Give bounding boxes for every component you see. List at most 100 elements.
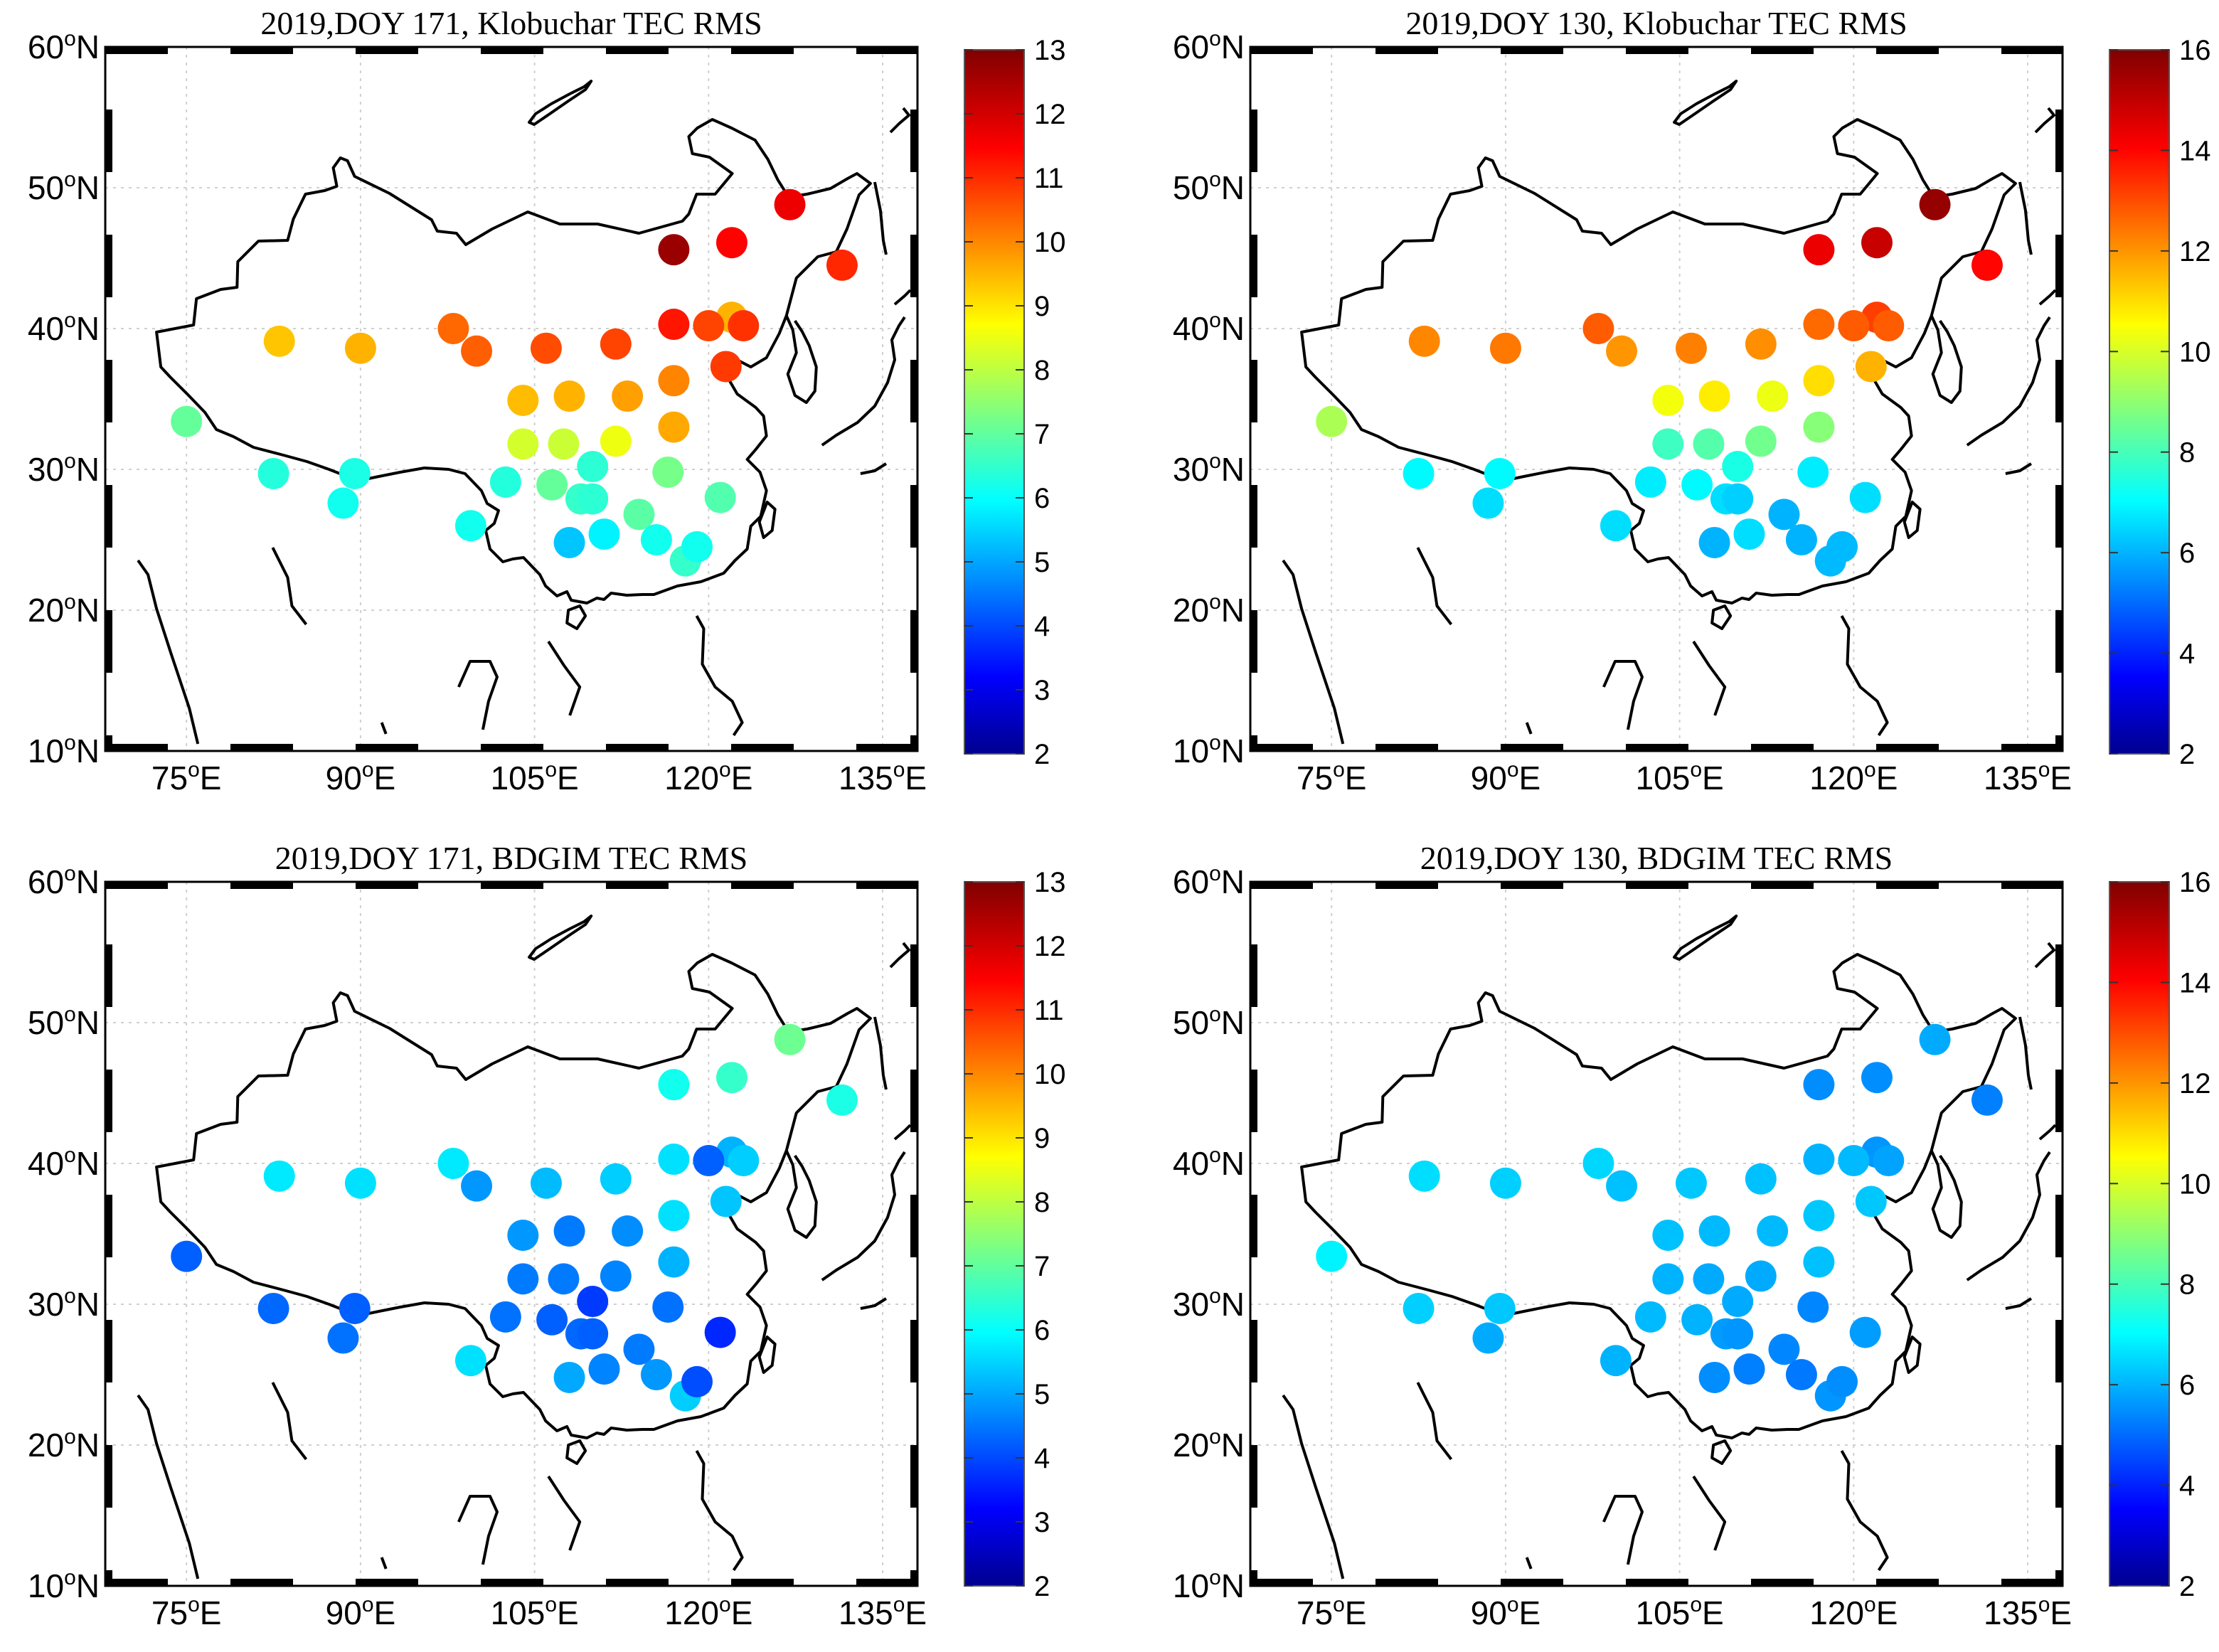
frame-segment bbox=[2055, 1445, 2063, 1508]
station-dot bbox=[658, 1200, 689, 1231]
frame-segment bbox=[1501, 882, 1563, 889]
colorbar-tick-label: 2 bbox=[2179, 1571, 2195, 1602]
station-dot bbox=[1600, 1345, 1632, 1376]
frame-segment bbox=[2055, 1070, 2063, 1132]
station-dot bbox=[455, 510, 486, 541]
station-dot bbox=[1873, 310, 1904, 341]
colorbar-tick-label: 7 bbox=[1034, 419, 1050, 450]
station-dot bbox=[461, 1171, 492, 1202]
station-dot bbox=[554, 1362, 585, 1393]
station-dot bbox=[437, 1148, 469, 1179]
station-dot bbox=[693, 310, 724, 341]
station-dot bbox=[1971, 250, 2003, 281]
station-dot bbox=[554, 527, 585, 558]
station-dot bbox=[1768, 499, 1799, 530]
colorbar-tick-label: 9 bbox=[1034, 1123, 1050, 1154]
frame-segment bbox=[1250, 1445, 1257, 1508]
colorbar-tick-label: 5 bbox=[1034, 1379, 1050, 1410]
station-dot bbox=[711, 351, 742, 382]
frame-segment bbox=[2055, 944, 2063, 1007]
frame-segment bbox=[2055, 360, 2063, 422]
station-dot bbox=[577, 1286, 608, 1317]
frame-segment bbox=[1626, 882, 1688, 889]
frame-segment bbox=[105, 735, 112, 751]
station-dot bbox=[1920, 1024, 1951, 1055]
frame-segment bbox=[1250, 485, 1257, 548]
station-dot bbox=[1652, 1263, 1683, 1294]
colorbar-tick-label: 4 bbox=[1034, 611, 1050, 642]
y-tick-label: 60oN bbox=[1173, 27, 1245, 65]
frame-segment bbox=[105, 1579, 168, 1586]
station-dot bbox=[681, 1366, 713, 1397]
x-tick-label: 120oE bbox=[664, 758, 752, 796]
station-dot bbox=[658, 365, 689, 396]
frame-segment bbox=[2001, 882, 2063, 889]
station-dot bbox=[577, 451, 608, 482]
colorbar-tick-label: 8 bbox=[1034, 1187, 1050, 1218]
y-tick-label: 50oN bbox=[28, 1003, 100, 1041]
y-tick-label: 60oN bbox=[1173, 862, 1245, 900]
station-dot bbox=[658, 309, 689, 340]
station-dot bbox=[1484, 458, 1516, 489]
station-dot bbox=[554, 380, 585, 412]
station-dot bbox=[1838, 310, 1869, 341]
frame-segment bbox=[1375, 1579, 1438, 1586]
frame-segment bbox=[1626, 1579, 1688, 1586]
frame-segment bbox=[1250, 47, 1313, 54]
station-dot bbox=[327, 488, 358, 519]
frame-segment bbox=[1751, 882, 1814, 889]
frame-segment bbox=[856, 882, 917, 889]
station-dot bbox=[171, 406, 202, 437]
colorbar-tick-label: 14 bbox=[2179, 135, 2211, 166]
frame-segment bbox=[105, 744, 168, 751]
station-dot bbox=[461, 336, 492, 367]
frame-segment bbox=[481, 47, 543, 54]
station-dot bbox=[1606, 1171, 1637, 1202]
station-dot bbox=[1797, 457, 1829, 488]
x-tick-label: 75oE bbox=[151, 1593, 222, 1631]
station-dot bbox=[1856, 351, 1887, 382]
colorbar-tick-label: 12 bbox=[2179, 236, 2211, 267]
frame-segment bbox=[1250, 1570, 1257, 1586]
station-dot bbox=[705, 482, 736, 513]
station-dot bbox=[1734, 518, 1765, 550]
x-tick-label: 75oE bbox=[1297, 1593, 1367, 1631]
colorbar-tick-label: 10 bbox=[2179, 1168, 2211, 1200]
station-dot bbox=[612, 380, 643, 412]
colorbar-tick-label: 12 bbox=[1034, 931, 1066, 962]
colorbar-tick-label: 2 bbox=[2179, 739, 2195, 770]
station-dot bbox=[641, 1359, 672, 1390]
station-dot bbox=[490, 467, 521, 498]
frame-segment bbox=[1876, 744, 1939, 751]
station-dot bbox=[1797, 1291, 1829, 1323]
y-tick-label: 50oN bbox=[28, 168, 100, 206]
station-dot bbox=[1722, 1286, 1753, 1317]
station-dot bbox=[716, 1062, 747, 1093]
station-dot bbox=[507, 1263, 538, 1294]
y-tick-label: 50oN bbox=[1173, 168, 1245, 206]
frame-segment bbox=[105, 610, 112, 673]
station-dot bbox=[711, 1185, 742, 1217]
x-tick-label: 90oE bbox=[326, 758, 396, 796]
station-dot bbox=[531, 333, 562, 364]
frame-segment bbox=[1375, 47, 1438, 54]
colorbar-tick-label: 16 bbox=[2179, 867, 2211, 898]
station-dot bbox=[536, 1304, 568, 1336]
station-dot bbox=[548, 1263, 579, 1294]
station-dot bbox=[507, 385, 538, 416]
frame-segment bbox=[2001, 1579, 2063, 1586]
station-dot bbox=[345, 333, 376, 364]
frame-segment bbox=[230, 1579, 293, 1586]
station-dot bbox=[1873, 1145, 1904, 1176]
colorbar-tick-label: 6 bbox=[1034, 1315, 1050, 1346]
y-tick-label: 30oN bbox=[28, 1284, 100, 1323]
frame-segment bbox=[731, 744, 794, 751]
station-dot bbox=[1316, 406, 1347, 437]
station-dot bbox=[1734, 1353, 1765, 1385]
frame-segment bbox=[2055, 735, 2063, 751]
y-tick-label: 40oN bbox=[1173, 309, 1245, 347]
colorbar-tick-label: 13 bbox=[1034, 867, 1066, 898]
station-dot bbox=[507, 1220, 538, 1251]
frame-segment bbox=[2001, 744, 2063, 751]
frame-segment bbox=[1501, 47, 1563, 54]
